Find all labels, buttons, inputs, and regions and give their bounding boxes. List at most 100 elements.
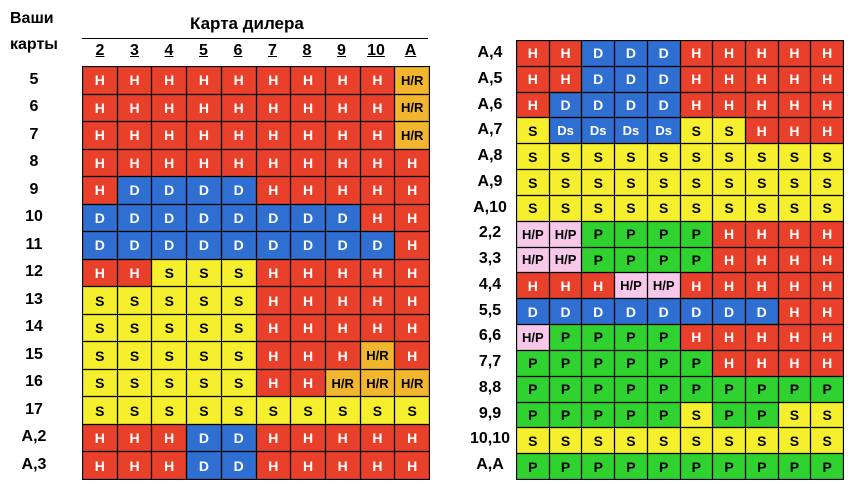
dealer-title-rule — [82, 38, 428, 39]
strategy-cell: H — [83, 177, 117, 204]
row-label: A,2 — [21, 428, 47, 446]
strategy-cell: P — [811, 454, 843, 479]
strategy-cell: D — [615, 66, 647, 92]
strategy-cell: S — [152, 287, 187, 314]
strategy-cell: H — [256, 259, 291, 287]
row-label: 9,9 — [478, 404, 502, 422]
strategy-cell: H — [360, 452, 395, 479]
strategy-cell: S — [221, 259, 256, 287]
strategy-cell: H — [83, 67, 117, 94]
strategy-cell: H — [745, 325, 778, 350]
strategy-cell: H — [256, 452, 291, 479]
strategy-cell: D — [325, 204, 360, 232]
strategy-cell: H — [778, 247, 811, 273]
row-label: 5,5 — [478, 301, 502, 319]
strategy-cell: H — [517, 66, 549, 92]
strategy-cell: D — [549, 92, 582, 118]
your-cards-label-line1: Ваши — [10, 10, 54, 27]
strategy-cell: P — [778, 376, 811, 402]
strategy-cell: H/P — [517, 247, 549, 273]
row-label: A,6 — [477, 95, 503, 113]
strategy-cell: H — [713, 66, 745, 92]
strategy-cell: S — [745, 170, 778, 195]
strategy-cell: S — [517, 118, 549, 144]
strategy-cell: H — [778, 299, 811, 325]
strategy-cell: H — [291, 67, 325, 94]
dealer-column-label: 9 — [337, 42, 346, 59]
strategy-cell: H — [395, 314, 429, 342]
strategy-cell: P — [549, 325, 582, 350]
strategy-cell: H — [117, 452, 152, 479]
strategy-cell: P — [615, 454, 647, 479]
strategy-cell: P — [582, 376, 615, 402]
strategy-cell: H — [325, 452, 360, 479]
strategy-cell: H — [360, 149, 395, 177]
strategy-cell: P — [647, 221, 680, 247]
strategy-cell: D — [221, 424, 256, 452]
strategy-cell: H — [117, 149, 152, 177]
strategy-cell: S — [680, 118, 713, 144]
dealer-column-label: 6 — [233, 42, 243, 59]
strategy-cell: H/R — [325, 369, 360, 397]
strategy-cell: S — [745, 195, 778, 221]
strategy-cell: P — [680, 221, 713, 247]
strategy-cell: H — [745, 92, 778, 118]
strategy-cell: H — [325, 424, 360, 452]
strategy-cell: H — [713, 350, 745, 376]
strategy-cell: H — [83, 122, 117, 149]
strategy-cell: S — [221, 342, 256, 369]
strategy-cell: S — [615, 144, 647, 170]
strategy-cell: S — [152, 314, 187, 342]
strategy-cell: H — [117, 424, 152, 452]
strategy-cell: H — [811, 118, 843, 144]
strategy-cell: S — [517, 195, 549, 221]
strategy-cell: S — [117, 397, 152, 424]
strategy-cell: H/R — [395, 369, 429, 397]
strategy-cell: H — [256, 122, 291, 149]
strategy-cell: H — [291, 369, 325, 397]
strategy-cell: P — [647, 402, 680, 428]
strategy-cell: S — [778, 144, 811, 170]
row-label: 12 — [25, 263, 43, 281]
strategy-cell: P — [615, 247, 647, 273]
strategy-cell: S — [187, 287, 221, 314]
strategy-cell: P — [517, 454, 549, 479]
strategy-cell: D — [713, 299, 745, 325]
strategy-cell: Ds — [615, 118, 647, 144]
strategy-cell: S — [517, 428, 549, 454]
strategy-cell: H — [811, 221, 843, 247]
strategy-cell: H — [778, 92, 811, 118]
strategy-cell: H — [395, 177, 429, 204]
strategy-cell: H — [325, 149, 360, 177]
strategy-cell: H — [291, 287, 325, 314]
strategy-cell: P — [615, 221, 647, 247]
strategy-cell: S — [83, 314, 117, 342]
strategy-cell: P — [680, 376, 713, 402]
strategy-cell: H — [811, 92, 843, 118]
strategy-cell: H — [395, 424, 429, 452]
strategy-cell: H — [152, 149, 187, 177]
strategy-cell: H — [256, 314, 291, 342]
strategy-cell: H — [778, 118, 811, 144]
strategy-cell: S — [549, 195, 582, 221]
strategy-cell: S — [778, 428, 811, 454]
strategy-cell: S — [647, 428, 680, 454]
strategy-cell: H/R — [360, 342, 395, 369]
strategy-cell: H — [256, 67, 291, 94]
strategy-cell: H — [83, 424, 117, 452]
strategy-cell: S — [549, 170, 582, 195]
strategy-cell: S — [713, 170, 745, 195]
strategy-cell: S — [117, 287, 152, 314]
strategy-cell: H — [517, 273, 549, 299]
strategy-cell: S — [256, 397, 291, 424]
strategy-cell: S — [152, 259, 187, 287]
strategy-cell: P — [745, 454, 778, 479]
strategy-cell: D — [582, 66, 615, 92]
strategy-cell: H — [395, 204, 429, 232]
strategy-cell: H — [152, 122, 187, 149]
strategy-cell: H — [517, 92, 549, 118]
strategy-cell: D — [615, 299, 647, 325]
strategy-cell: H — [117, 67, 152, 94]
strategy-cell: S — [117, 314, 152, 342]
strategy-cell: P — [713, 376, 745, 402]
